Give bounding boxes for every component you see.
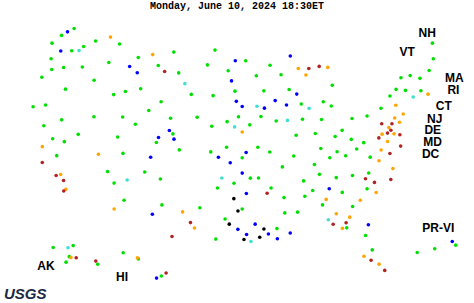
svg-text:CT: CT xyxy=(436,99,453,113)
svg-text:VT: VT xyxy=(400,45,416,59)
svg-text:DE: DE xyxy=(424,122,442,137)
html-text:USGS: USGS xyxy=(4,285,47,302)
svg-text:NJ: NJ xyxy=(427,111,443,126)
svg-text:MD: MD xyxy=(423,134,442,149)
svg-text:DC: DC xyxy=(422,147,440,161)
html-text:Monday, June 10, 2024 18:30ET: Monday, June 10, 2024 18:30ET xyxy=(150,1,324,12)
svg-text:PR-VI: PR-VI xyxy=(422,221,454,235)
svg-text:NH: NH xyxy=(419,26,436,40)
svg-text:AK: AK xyxy=(37,259,55,273)
svg-text:MA: MA xyxy=(445,70,464,85)
svg-text:HI: HI xyxy=(116,270,128,284)
svg-text:RI: RI xyxy=(447,83,459,97)
